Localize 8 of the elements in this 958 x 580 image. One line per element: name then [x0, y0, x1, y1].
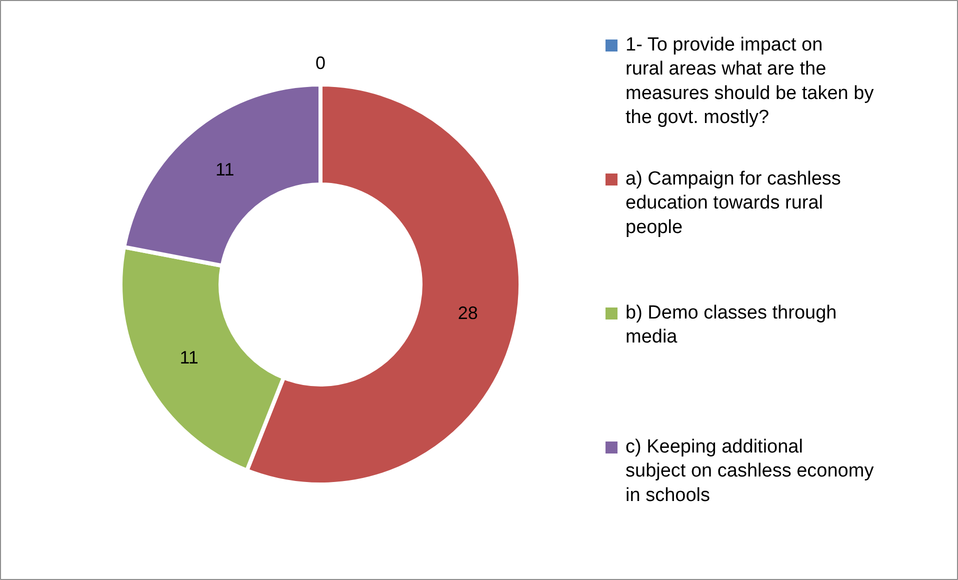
legend-label: c) Keeping additional subject on cashless economy in schools: [626, 436, 874, 506]
legend-label: b) Demo classes through media: [626, 302, 837, 348]
legend-label: 1- To provide impact on rural areas what are the measures should be taken by the govt. mostly?: [626, 34, 874, 128]
data-label: 28: [458, 303, 478, 324]
legend-label: a) Campaign for cashless education towards rural people: [626, 168, 841, 238]
text: 0: [315, 53, 326, 73]
data-label: 11: [180, 347, 198, 368]
data-label: 11: [216, 159, 234, 180]
